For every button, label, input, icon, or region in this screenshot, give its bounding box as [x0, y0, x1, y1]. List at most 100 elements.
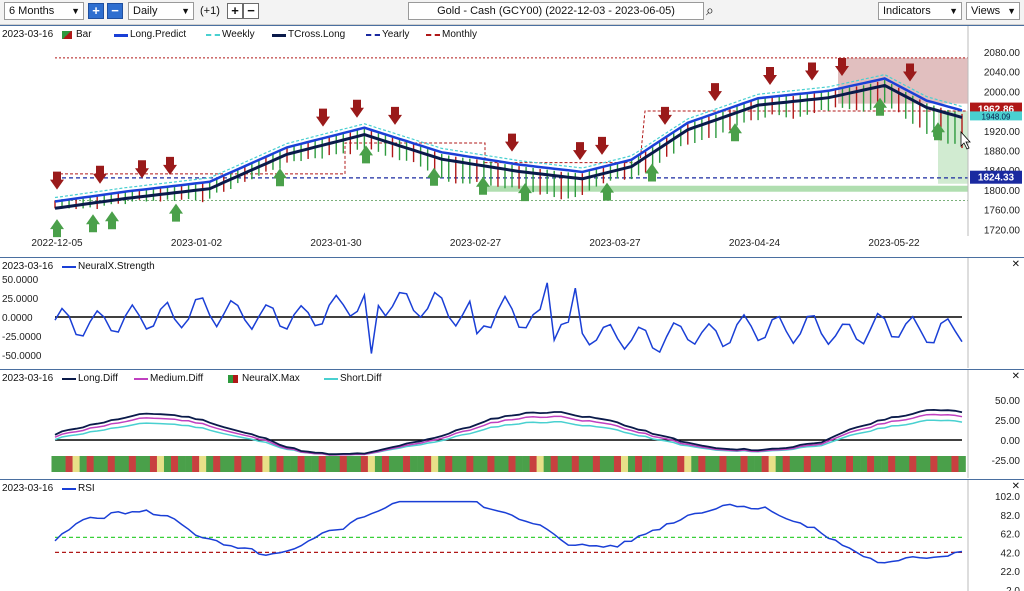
sell-arrow-icon: [805, 62, 819, 81]
neuralx-max-cell: [494, 456, 502, 472]
neuralx-max-cell: [571, 456, 580, 472]
views-button[interactable]: Views ▼: [966, 2, 1020, 20]
price-tick-label: 1800.00: [984, 186, 1021, 197]
neuralx-max-cell: [86, 456, 94, 472]
yearly-swatch: [366, 34, 380, 36]
neuralx-max-cell: [339, 456, 348, 472]
close-icon[interactable]: ✕: [1011, 481, 1020, 492]
neuralx-max-cell: [599, 456, 608, 472]
neuralx-max-cell: [853, 456, 861, 472]
neuralx-max-cell: [874, 456, 882, 472]
zoom-out-button[interactable]: −: [107, 3, 123, 19]
neuralx-max-cell: [719, 456, 727, 472]
pane-date: 2023-03-16: [2, 261, 54, 272]
legend-medium-diff: Medium.Diff: [150, 373, 204, 384]
chevron-down-icon: ▼: [71, 6, 80, 16]
rsi-tick-label: 82.0: [1001, 511, 1021, 522]
neuralx-max-cell: [508, 456, 516, 472]
neuralx-max-cell: [761, 456, 769, 472]
rsi-chart[interactable]: 102.0 82.0 62.0 42.0 22.0 2.0: [0, 480, 1024, 591]
offset-plus-button[interactable]: +: [227, 3, 243, 19]
neuralx-max-cell: [51, 456, 59, 472]
neuralx-max-cell: [445, 456, 453, 472]
neuralx-max-cell: [881, 456, 889, 472]
interval-select[interactable]: Daily ▼: [128, 2, 194, 20]
neuralx-max-cell: [691, 456, 699, 472]
sell-arrow-icon: [505, 133, 519, 152]
chevron-down-icon: ▼: [1007, 6, 1016, 16]
close-icon[interactable]: ✕: [1011, 259, 1020, 270]
price-tag-label: 1962.86: [978, 105, 1015, 116]
medium-diff-swatch: [134, 378, 148, 380]
price-chart[interactable]: 2080.002040.002000.001960.001920.001880.…: [0, 26, 1024, 256]
diff-chart[interactable]: 50.00 25.00 0.00 -25.00: [0, 370, 1024, 478]
neuralx-max-cell: [213, 456, 221, 472]
date-tick-label: 2022-12-05: [31, 238, 83, 249]
neuralx-max-cell: [290, 456, 298, 472]
neuralx-max-cell: [635, 456, 643, 472]
predict-tag: [970, 111, 1022, 121]
neuralx-max-cell: [114, 456, 123, 472]
neuralx-max-cell: [838, 456, 847, 472]
neuralx-max-cell: [381, 456, 390, 472]
neuralx-max-cell: [564, 456, 573, 472]
sell-arrow-icon: [573, 142, 587, 161]
strength-chart[interactable]: 50.0000 25.0000 0.0000 -25.0000 -50.0000: [0, 258, 1024, 368]
indicators-button[interactable]: Indicators ▼: [878, 2, 962, 20]
rsi-tick-label: 2.0: [1006, 586, 1020, 591]
neuralx-max-cell: [944, 456, 952, 472]
short-diff-line: [54, 419, 963, 456]
neuralx-max-cell: [867, 456, 875, 472]
support-zone: [938, 111, 968, 184]
legend-bar: Bar: [76, 29, 92, 40]
close-icon[interactable]: ✕: [1011, 371, 1020, 382]
neuralx-max-cell: [220, 456, 228, 472]
date-tick-label: 2023-03-27: [589, 238, 641, 249]
symbol-title: Gold - Cash (GCY00) (2022-12-03 - 2023-0…: [437, 5, 675, 17]
neuralx-max-cell: [438, 456, 446, 472]
sell-arrow-icon: [93, 165, 107, 184]
neuralx-max-cell: [473, 456, 481, 472]
neuralx-max-cell: [487, 456, 495, 472]
diff-pane[interactable]: 2023-03-16 Long.Diff Medium.Diff NeuralX…: [0, 369, 1024, 478]
strength-pane[interactable]: 2023-03-16 NeuralX.Strength ✕ 50.0000 25.…: [0, 257, 1024, 368]
neuralx-max-cell: [536, 456, 544, 472]
neuralx-max-cell: [775, 456, 784, 472]
neuralx-max-cell: [255, 456, 263, 472]
neuralx-max-cell: [613, 456, 622, 472]
sell-arrow-icon: [316, 108, 330, 127]
neuralx-max-cell: [726, 456, 734, 472]
neuralx-max-cell: [227, 456, 235, 472]
neuralx-max-cell: [163, 456, 172, 472]
range-select[interactable]: 6 Months ▼: [4, 2, 84, 20]
sell-arrow-icon: [163, 156, 177, 175]
neuralx-max-cell: [592, 456, 601, 472]
neuralx-max-cell: [459, 456, 467, 472]
search-icon[interactable]: ⌕: [706, 2, 714, 18]
neuralx-max-cell: [262, 456, 270, 472]
neuralx-max-cell: [923, 456, 931, 472]
zoom-in-button[interactable]: +: [88, 3, 104, 19]
symbol-title-field[interactable]: Gold - Cash (GCY00) (2022-12-03 - 2023-0…: [408, 2, 704, 20]
neuralx-max-cell: [789, 456, 798, 472]
rsi-pane[interactable]: 2023-03-16 RSI ✕ 102.0 82.0 62.0 42.0 22.0 2.…: [0, 479, 1024, 591]
indicators-label: Indicators: [883, 5, 931, 17]
neuralx-max-cell: [65, 456, 73, 472]
neuralx-max-cell: [831, 456, 840, 472]
diff-tick-label: 25.00: [995, 416, 1020, 427]
pane-date: 2023-03-16: [2, 29, 54, 40]
legend-long-diff: Long.Diff: [78, 373, 118, 384]
sell-arrow-icon: [903, 63, 917, 82]
neuralx-max-cell: [135, 456, 144, 472]
neuralx-max-cell: [733, 456, 741, 472]
price-pane[interactable]: 2023-03-16 Bar Long.Predict Weekly TCros…: [0, 25, 1024, 256]
neuralx-max-cell: [916, 456, 924, 472]
offset-minus-button[interactable]: −: [243, 3, 259, 19]
legend-rsi: RSI: [78, 483, 95, 494]
mouse-cursor-icon: [960, 130, 971, 150]
strength-swatch: [62, 266, 76, 268]
bar-legend-icon: [62, 31, 72, 39]
neuralx-max-cell: [515, 456, 523, 472]
neuralx-max-cell: [332, 456, 341, 472]
price-tick-label: 1720.00: [984, 225, 1021, 236]
